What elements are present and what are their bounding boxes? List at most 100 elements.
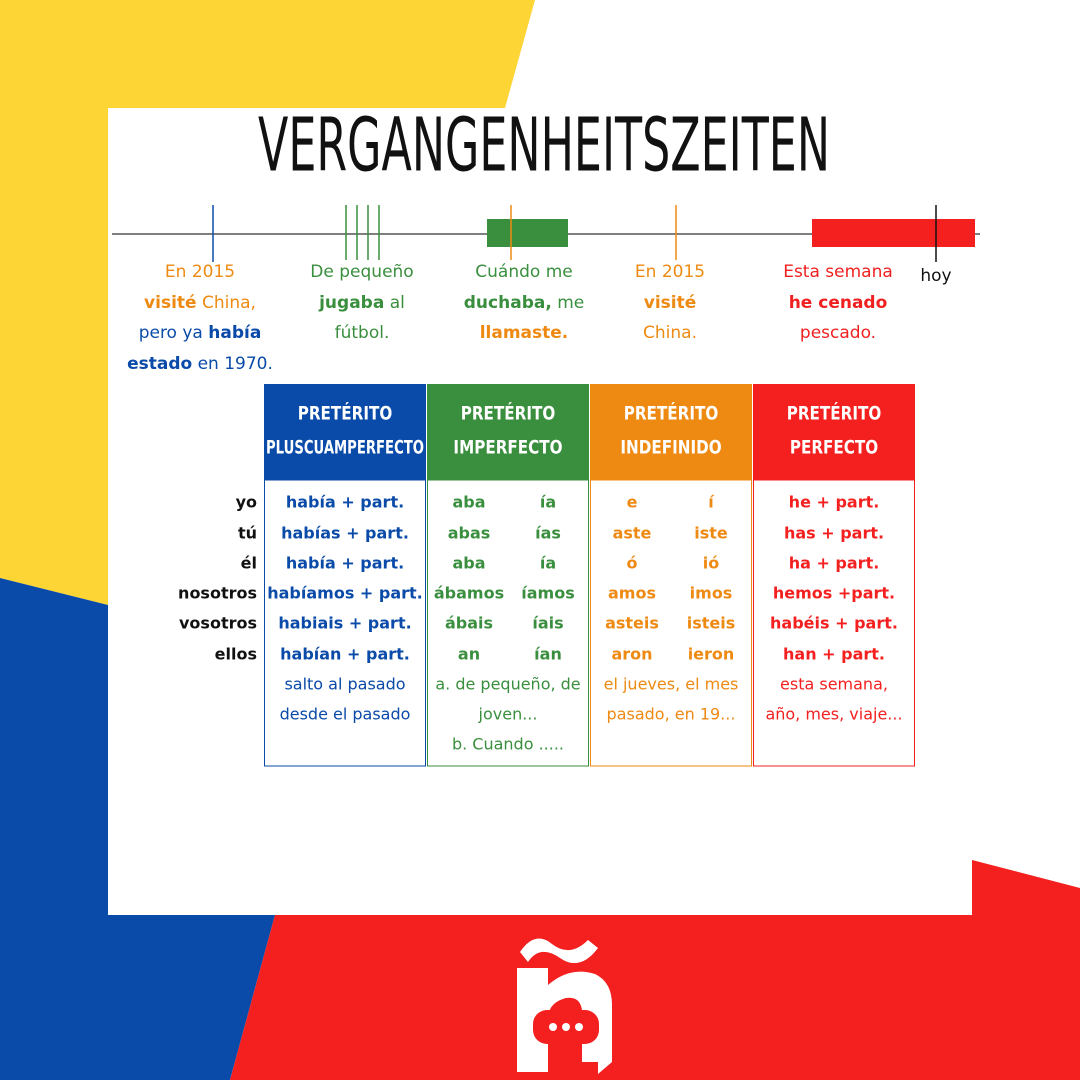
example-run: estado — [127, 354, 192, 374]
ending: asteis — [605, 614, 659, 633]
conjugation: has + part. — [784, 524, 884, 543]
person-label: ellos — [215, 645, 257, 664]
column-header — [427, 384, 589, 480]
example-line: visité — [644, 293, 697, 313]
today-label: hoy — [920, 266, 951, 286]
example-line: China. — [643, 323, 697, 343]
logo — [517, 938, 612, 1074]
example-line: pescado. — [800, 323, 876, 343]
example-run: Cuándo me — [475, 262, 572, 282]
ending: isteis — [687, 614, 736, 633]
example-line: estado en 1970. — [127, 354, 273, 374]
example-line: Cuándo me — [475, 262, 572, 282]
ending: aba — [452, 554, 485, 573]
ending: ábamos — [434, 584, 504, 603]
example-line: visité China, — [144, 293, 256, 313]
examples: En 2015 visité China, pero ya había estado … — [127, 262, 893, 374]
logo-dot — [562, 1023, 570, 1031]
person-label: yo — [236, 493, 257, 512]
ending: ió — [703, 554, 719, 573]
usage-note: pasado, en 19... — [607, 705, 736, 724]
ending: aba — [452, 493, 485, 512]
conjugation: habías + part. — [281, 524, 409, 543]
usage-note: joven... — [478, 705, 538, 724]
example-run: visité — [144, 293, 197, 313]
conjugation: habéis + part. — [770, 614, 898, 633]
example-line: Esta semana — [783, 262, 893, 282]
example-run: había — [208, 323, 261, 343]
logo-tilde — [520, 938, 598, 964]
person-label: vosotros — [179, 614, 257, 633]
header-text: PERFECTO — [790, 437, 878, 459]
column-header — [753, 384, 915, 480]
example-line: De pequeño — [310, 262, 413, 282]
ending: ías — [535, 524, 561, 543]
ending: ábais — [445, 614, 493, 633]
example-run: China, — [197, 293, 256, 313]
example-run: pero ya — [139, 323, 209, 343]
ending: amos — [608, 584, 656, 603]
person-label: él — [241, 554, 257, 573]
example-run: al — [384, 293, 405, 313]
ending: í — [708, 493, 715, 512]
example-run: Esta semana — [783, 262, 893, 282]
marker-block — [487, 219, 568, 247]
header-text: PRETÉRITO — [787, 401, 882, 425]
conjugation: he + part. — [789, 493, 880, 512]
conjugation: había + part. — [286, 493, 404, 512]
example-run: en 1970. — [192, 354, 273, 374]
column-header — [264, 384, 426, 480]
usage-note: esta semana, — [780, 675, 888, 694]
ending: iste — [694, 524, 728, 543]
ending: íamos — [521, 584, 574, 603]
example-run: En 2015 — [635, 262, 705, 282]
blue-shape — [0, 578, 275, 1080]
title: VERGANGENHEITSZEITEN — [258, 103, 830, 189]
header-text: PRETÉRITO — [461, 401, 556, 425]
usage-note: año, mes, viaje... — [765, 705, 902, 724]
example-run: me — [552, 293, 584, 313]
ending: ó — [627, 554, 638, 573]
example-run: China. — [643, 323, 697, 343]
example-line: llamaste. — [480, 323, 569, 343]
ending: ía — [540, 493, 556, 512]
person-label: tú — [238, 524, 257, 543]
ending: an — [458, 645, 480, 664]
header-text: INDEFINIDO — [620, 437, 721, 459]
conjugation: habíamos + part. — [267, 584, 423, 603]
yellow-shape — [0, 0, 535, 605]
example-run: duchaba, — [464, 293, 552, 313]
example-line: En 2015 — [165, 262, 235, 282]
conjugation: ha + part. — [789, 554, 880, 573]
ending: aron — [611, 645, 652, 664]
usage-note: b. Cuando ..... — [452, 735, 564, 754]
usage-note: salto al pasado — [284, 675, 405, 694]
example-run: he cenado — [789, 293, 888, 313]
logo-dot — [549, 1023, 557, 1031]
logo-dot — [575, 1023, 583, 1031]
tense-table: yo tú él nosotros vosotros ellos PRETÉRITO PLUS… — [178, 384, 915, 767]
header-text: PLUSCUAMPERFECTO — [266, 437, 424, 459]
example-run: llamaste. — [480, 323, 569, 343]
example-run: pescado. — [800, 323, 876, 343]
conjugation: habiais + part. — [278, 614, 411, 633]
header-text: PRETÉRITO — [298, 401, 393, 425]
example-run: En 2015 — [165, 262, 235, 282]
ending: ían — [534, 645, 562, 664]
example-line: fútbol. — [335, 323, 390, 343]
ending: aste — [613, 524, 652, 543]
header-text: IMPERFECTO — [453, 437, 562, 459]
example-run: jugaba — [318, 293, 384, 313]
example-line: jugaba al — [318, 293, 405, 313]
conjugation: hemos +part. — [773, 584, 895, 603]
example-run: De pequeño — [310, 262, 413, 282]
usage-note: a. de pequeño, de — [435, 675, 580, 694]
header-text: PRETÉRITO — [624, 401, 719, 425]
person-label: nosotros — [178, 584, 257, 603]
ending: ieron — [688, 645, 735, 664]
conjugation: habían + part. — [280, 645, 410, 664]
ending: imos — [690, 584, 733, 603]
conjugation: había + part. — [286, 554, 404, 573]
